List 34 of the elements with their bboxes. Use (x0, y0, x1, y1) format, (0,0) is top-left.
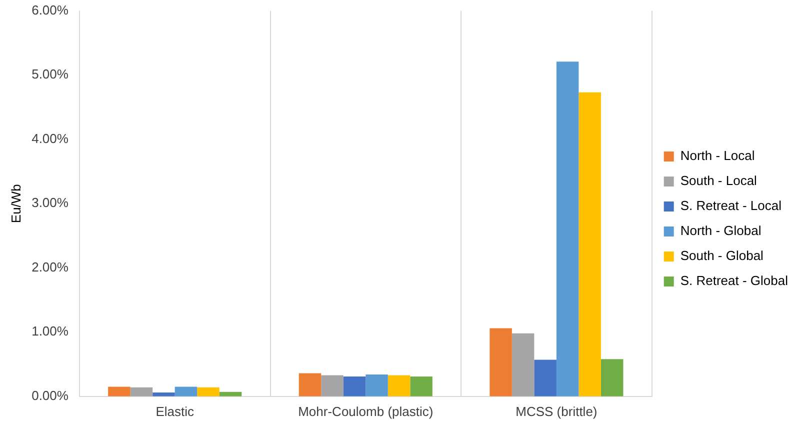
legend-label: North - Global (680, 223, 762, 238)
bar (512, 333, 534, 396)
bar (343, 376, 366, 396)
bar (490, 328, 512, 396)
bar (556, 62, 579, 396)
bar (388, 375, 410, 396)
bar (410, 376, 432, 396)
legend-label: South - Local (680, 173, 758, 188)
x-tick-label: MCSS (brittle) (516, 404, 598, 419)
x-tick-label: Mohr-Coulomb (plastic) (298, 404, 434, 419)
bar (366, 374, 388, 396)
bar (130, 387, 153, 396)
y-tick-label: 2.00% (32, 259, 69, 274)
y-tick-label: 0.00% (32, 388, 69, 403)
legend-label: South - Global (680, 248, 764, 264)
bar (578, 92, 601, 396)
x-tick-label: Elastic (156, 404, 194, 419)
bar (600, 359, 624, 396)
legend-label: North - Local (680, 148, 755, 164)
y-tick-label: 1.00% (32, 324, 69, 339)
bar (321, 375, 344, 396)
legend-label: S. Retreat - Global (680, 273, 788, 288)
bar (174, 386, 198, 396)
bar (152, 392, 175, 396)
y-tick-label: 3.00% (32, 195, 69, 210)
y-tick-label: 4.00% (32, 130, 69, 146)
bar (197, 387, 220, 396)
bar (298, 373, 322, 396)
bar (108, 386, 130, 396)
y-axis-title: Eu/Wb (8, 184, 24, 224)
y-tick-label: 6.00% (32, 2, 69, 18)
y-tick-label: 5.00% (32, 66, 69, 82)
legend-label: S. Retreat - Local (680, 198, 782, 214)
bar (534, 360, 556, 396)
